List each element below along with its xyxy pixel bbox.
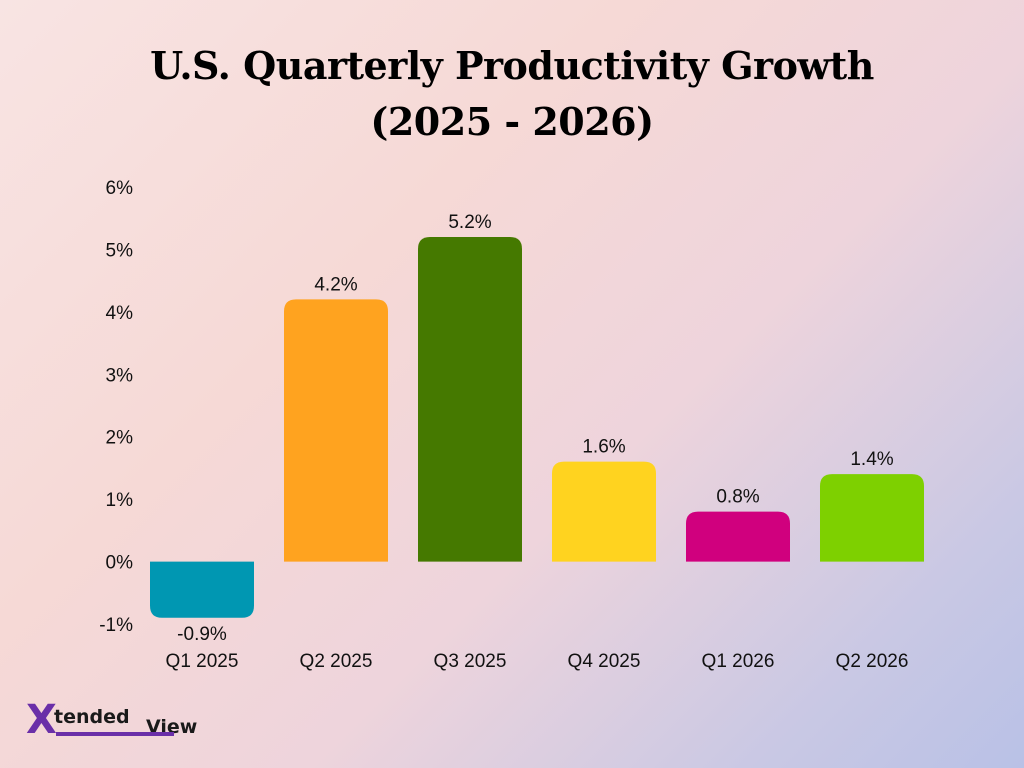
x-category-label: Q3 2025 [434, 651, 507, 672]
logo-underline [56, 732, 174, 736]
y-tick-label: 6% [106, 178, 134, 199]
bar-q1-2025 [150, 561, 254, 618]
y-tick-label: 3% [106, 365, 134, 386]
bar-q2-2026 [820, 474, 924, 562]
y-tick-label: 2% [106, 428, 134, 449]
x-category-label: Q2 2025 [300, 651, 373, 672]
x-category-label: Q4 2025 [568, 651, 641, 672]
chart-title: U.S. Quarterly Productivity Growth (2025… [0, 38, 1024, 150]
data-label: 1.4% [850, 449, 893, 470]
bar-q1-2026 [686, 511, 790, 562]
x-category-label: Q1 2026 [702, 651, 775, 672]
bar-q4-2025 [552, 461, 656, 562]
logo-text-tended: tended [54, 706, 130, 728]
y-tick-label: 4% [106, 303, 134, 324]
data-label: -0.9% [177, 624, 227, 645]
y-tick-label: -1% [99, 615, 133, 636]
y-tick-label: 5% [106, 240, 134, 261]
data-label: 5.2% [448, 212, 491, 233]
logo-x-mark: X [26, 697, 57, 743]
x-category-label: Q2 2026 [836, 651, 909, 672]
x-axis: Q1 2025 Q2 2025 Q3 2025 Q4 2025 Q1 2026 Q2 20… [166, 651, 909, 672]
xtendedview-logo: X tended View [26, 700, 226, 744]
chart-title-line-1: U.S. Quarterly Productivity Growth [150, 43, 874, 88]
bar-q2-2025 [284, 299, 388, 562]
bar-q3-2025 [418, 236, 522, 562]
bars: -0.9% 4.2% 5.2% 1.6% 0.8% 1.4% [150, 212, 924, 645]
x-category-label: Q1 2025 [166, 651, 239, 672]
data-label: 1.6% [582, 437, 625, 458]
data-label: 0.8% [716, 487, 759, 508]
y-tick-label: 0% [106, 553, 134, 574]
data-label: 4.2% [314, 274, 357, 295]
y-axis: -1% 0% 1% 2% 3% 4% 5% 6% [99, 178, 133, 636]
y-tick-label: 1% [106, 490, 134, 511]
chart-title-line-2: (2025 - 2026) [370, 99, 654, 144]
